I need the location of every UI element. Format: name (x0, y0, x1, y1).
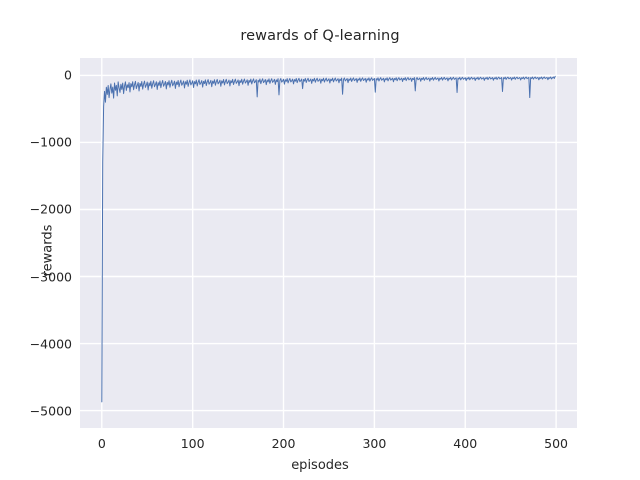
y-tick-label: −4000 (29, 336, 72, 352)
y-axis-label: rewards (40, 224, 56, 277)
data-series-line (80, 58, 577, 428)
x-tick-label: 500 (544, 436, 569, 451)
y-tick-label: −5000 (29, 403, 72, 419)
y-tick-label: −2000 (29, 201, 72, 217)
plot-area (80, 58, 577, 428)
chart-title: rewards of Q-learning (240, 28, 400, 44)
x-tick-label: 0 (97, 436, 106, 451)
y-tick-label: 0 (64, 67, 72, 83)
x-tick-label: 100 (180, 436, 205, 451)
x-axis-label: episodes (291, 458, 349, 473)
x-tick-label: 300 (362, 436, 387, 451)
x-tick-label: 400 (453, 436, 478, 451)
grid-layer (80, 58, 577, 428)
y-tick-label: −3000 (29, 269, 72, 284)
x-tick-label: 200 (271, 436, 296, 451)
y-tick-label: −1000 (29, 134, 72, 150)
